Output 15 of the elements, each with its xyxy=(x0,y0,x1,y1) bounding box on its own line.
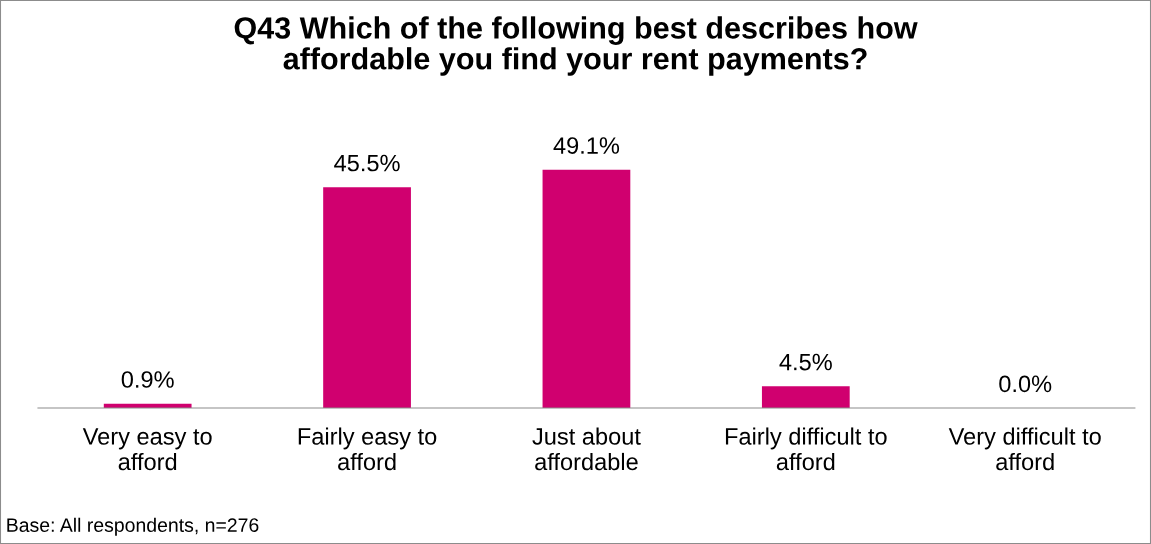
data-label: 45.5% xyxy=(334,154,400,172)
data-label: 0.9% xyxy=(121,371,174,388)
bar xyxy=(542,169,631,408)
x-tick-label: Very easy to afford xyxy=(82,428,212,471)
data-label: 49.1% xyxy=(553,137,620,154)
x-tick-label: Just about affordable xyxy=(532,427,641,471)
x-tick-label: Very difficult to afford xyxy=(948,427,1101,471)
chart-title: Q43 Which of the following best describes how affordable you find your rent payments? xyxy=(234,16,918,76)
data-label: 4.5% xyxy=(779,353,832,371)
bar xyxy=(761,386,850,408)
data-label: 0.0% xyxy=(999,375,1052,393)
text: Base: All respondents, n=276 xyxy=(7,517,259,536)
x-tick-label: Fairly easy to afford xyxy=(298,427,437,471)
bar xyxy=(323,187,411,408)
x-tick-label: Fairly difficult to afford xyxy=(725,427,887,471)
